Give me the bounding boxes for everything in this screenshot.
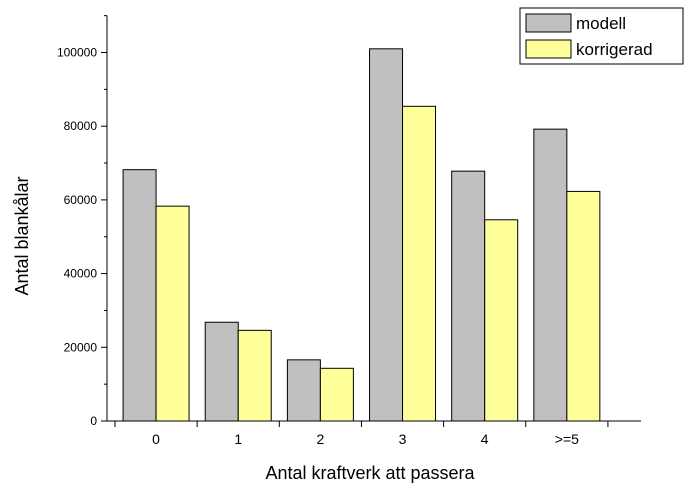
x-axis-ticks: 0 1 2 3 4 >=5 <box>114 421 609 447</box>
x-tick-label: 2 <box>316 431 324 447</box>
y-tick-label: 20000 <box>64 340 98 354</box>
legend-label-korrigerad: korrigerad <box>576 40 653 59</box>
x-tick-label: 4 <box>481 431 489 447</box>
y-tick-label: 100000 <box>57 46 97 60</box>
bar-korrigerad-5 <box>566 190 601 422</box>
legend-swatch-modell <box>525 13 572 33</box>
bar-modell-2 <box>286 359 321 422</box>
legend-swatch-korrigerad <box>525 39 572 59</box>
bar-korrigerad-0 <box>155 205 190 422</box>
bar-modell-0 <box>122 169 157 422</box>
y-tick-label: 40000 <box>64 267 98 281</box>
x-axis-title: Antal kraftverk att passera <box>265 463 475 483</box>
x-tick-label: 0 <box>152 431 160 447</box>
bar-modell-4 <box>451 170 486 422</box>
y-tick-label: 80000 <box>64 119 98 133</box>
bar-korrigerad-1 <box>237 329 272 422</box>
x-tick-label: >=5 <box>555 431 579 447</box>
legend: modell korrigerad <box>519 7 684 65</box>
y-tick-label: 0 <box>90 414 97 428</box>
y-axis-ticks: 0 20000 40000 60000 80000 100000 <box>57 15 107 428</box>
bar-modell-1 <box>204 321 239 422</box>
x-tick-label: 1 <box>234 431 242 447</box>
bar-modell-3 <box>369 48 404 422</box>
bar-modell-5 <box>533 128 568 422</box>
legend-label-modell: modell <box>576 14 626 33</box>
bar-korrigerad-4 <box>484 219 519 422</box>
y-axis-title: Antal blankålar <box>12 176 32 295</box>
bar-korrigerad-3 <box>402 105 437 422</box>
bar-korrigerad-2 <box>319 367 354 422</box>
bars <box>122 48 601 422</box>
x-tick-label: 3 <box>399 431 407 447</box>
y-tick-label: 60000 <box>64 193 98 207</box>
